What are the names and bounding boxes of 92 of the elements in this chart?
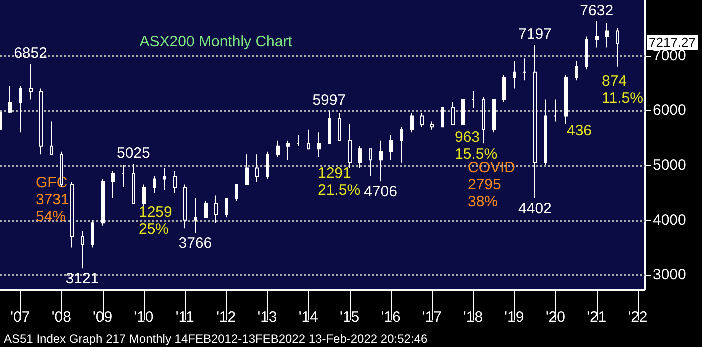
candlestick	[441, 107, 444, 128]
candlestick	[173, 170, 177, 194]
candlestick	[595, 20, 599, 48]
candlestick	[101, 178, 105, 226]
candlestick	[430, 121, 434, 130]
candlestick	[183, 184, 187, 230]
candlestick	[338, 112, 341, 142]
candlestick	[523, 58, 527, 82]
x-tick-label: '16	[381, 309, 401, 326]
candlestick	[379, 140, 383, 182]
candlestick	[70, 182, 74, 248]
text: AS51 Index Graph 217 Monthly 14FEB2012-13FEB2022 13-Feb-2022 20:52:46	[4, 332, 428, 346]
candlestick	[122, 165, 125, 188]
text: ASX200 Monthly Chart	[140, 34, 294, 51]
x-tick-label: '09	[93, 309, 113, 326]
annotation: 436	[567, 122, 592, 140]
candlestick	[276, 140, 280, 158]
candlestick	[533, 44, 537, 199]
candlestick	[214, 195, 218, 224]
candlestick	[81, 230, 84, 270]
candlestick	[111, 170, 115, 199]
candlestick	[225, 198, 228, 218]
candlestick	[245, 154, 249, 186]
y-tick-label: 4000	[653, 212, 686, 229]
candlestick	[29, 64, 33, 100]
annotation: 1259 25%	[139, 204, 172, 238]
x-tick-label: '15	[340, 309, 360, 326]
candlestick	[348, 124, 352, 169]
candlestick	[286, 140, 290, 161]
annotation: 7197	[518, 26, 552, 44]
annotation: 3121	[66, 270, 100, 288]
x-tick-label: '11	[176, 309, 194, 326]
candlestick	[255, 154, 259, 183]
candlestick	[585, 36, 588, 70]
annotation: 4706	[364, 184, 398, 201]
candlestick	[482, 96, 485, 144]
annotation: 6852	[14, 45, 48, 62]
candlestick	[472, 91, 475, 108]
candlestick	[358, 146, 362, 169]
annotation: 3766	[178, 235, 212, 252]
candlestick	[204, 200, 208, 218]
annotation: 874 11.5%	[602, 73, 644, 107]
x-tick-label: '10	[134, 309, 154, 326]
x-tick-label: '13	[258, 309, 278, 326]
candlestick	[142, 184, 146, 208]
candlestick	[369, 148, 372, 178]
x-tick-label: '14	[298, 309, 318, 326]
candlestick	[235, 184, 238, 202]
candlestick	[554, 99, 557, 122]
y-tick-label: 3000	[653, 266, 686, 284]
x-tick-label: '18	[464, 309, 484, 326]
candlestick	[39, 88, 43, 156]
x-tick-label: '21	[587, 309, 607, 326]
candlestick	[153, 176, 156, 194]
candlestick	[451, 102, 455, 125]
candlestick	[317, 132, 321, 158]
candlestick	[91, 220, 94, 248]
annotation: 4402	[518, 200, 552, 218]
annotation: 7217.27	[649, 35, 696, 50]
candlestick	[502, 74, 506, 104]
annotation: 5025	[117, 145, 150, 162]
candlestick	[163, 168, 166, 191]
candlestick	[328, 110, 331, 144]
annotation: 5997	[312, 92, 346, 109]
candlestick	[605, 22, 609, 48]
candlestick	[513, 60, 516, 90]
y-tick-label: 6000	[653, 102, 686, 120]
candlestick	[544, 99, 547, 166]
candlestick	[400, 126, 403, 164]
candlestick	[575, 60, 578, 82]
candlestick	[420, 112, 424, 128]
candlestick	[616, 28, 619, 68]
candlestick	[492, 99, 496, 134]
candlestick	[8, 86, 12, 114]
candlestick	[19, 86, 22, 134]
annotation: 1291 21.5%	[318, 165, 361, 199]
candlestick	[50, 121, 53, 156]
annotation: 7632	[580, 2, 614, 20]
x-tick-label: '22	[628, 309, 648, 326]
candlestick	[297, 134, 300, 147]
y-tick-label: 5000	[653, 157, 686, 174]
x-tick-label: '19	[504, 309, 524, 326]
candlestick	[194, 198, 197, 234]
x-tick-label: '12	[216, 309, 236, 326]
candlestick	[564, 74, 568, 125]
x-tick-label: '17	[422, 309, 442, 326]
candlestick	[389, 134, 393, 161]
candlestick	[410, 112, 414, 134]
candlestick	[266, 151, 269, 180]
candlestick	[461, 99, 465, 125]
candlestick	[132, 164, 135, 204]
candlestick	[307, 129, 310, 150]
